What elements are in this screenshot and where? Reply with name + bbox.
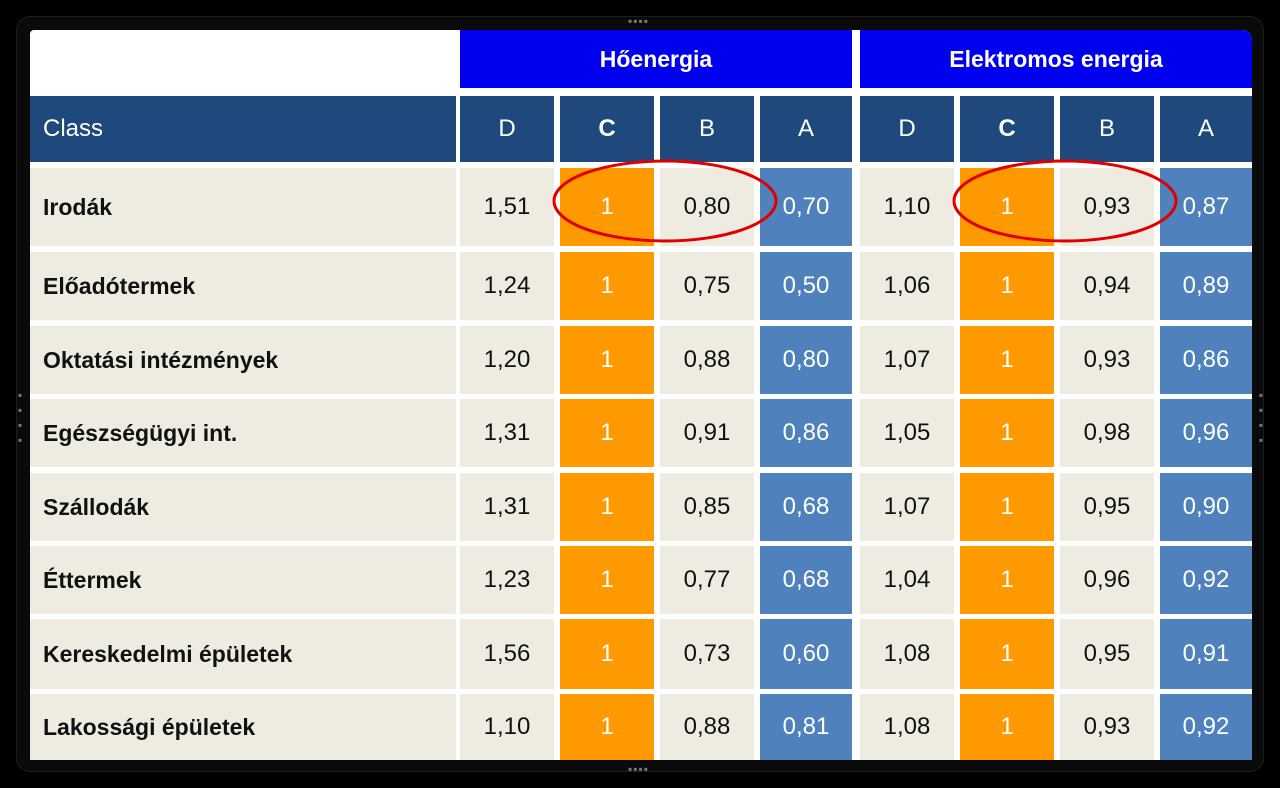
value-cell-c: 1 <box>960 694 1054 760</box>
value-cell-a: 0,90 <box>1160 473 1252 541</box>
value-cell-b: 0,98 <box>1060 399 1154 467</box>
value-cell-b: 0,93 <box>1060 168 1154 246</box>
value-cell-a: 0,92 <box>1160 546 1252 614</box>
value-cell-a: 0,89 <box>1160 252 1252 320</box>
row-label: Oktatási intézmények <box>30 326 456 394</box>
row-label: Éttermek <box>30 546 456 614</box>
row-label: Irodák <box>30 168 456 246</box>
row-label: Lakossági épületek <box>30 694 456 760</box>
value-cell-c: 1 <box>960 619 1054 689</box>
value-cell-c: 1 <box>960 252 1054 320</box>
value-cell-b: 0,85 <box>660 473 754 541</box>
value-cell-c: 1 <box>560 473 654 541</box>
value-cell-b: 0,80 <box>660 168 754 246</box>
column-header-a: A <box>1160 96 1252 162</box>
value-cell-c: 1 <box>960 546 1054 614</box>
value-cell-b: 0,91 <box>660 399 754 467</box>
value-cell-a: 0,80 <box>760 326 852 394</box>
row-label: Egészségügyi int. <box>30 399 456 467</box>
value-cell-d: 1,10 <box>860 168 954 246</box>
value-cell-c: 1 <box>560 168 654 246</box>
value-cell-a: 0,68 <box>760 473 852 541</box>
value-cell-c: 1 <box>960 168 1054 246</box>
column-header-d: D <box>460 96 554 162</box>
value-cell-d: 1,05 <box>860 399 954 467</box>
value-cell-a: 0,92 <box>1160 694 1252 760</box>
value-cell-b: 0,95 <box>1060 619 1154 689</box>
group-header-0: Hőenergia <box>460 30 852 88</box>
column-header-d: D <box>860 96 954 162</box>
value-cell-a: 0,70 <box>760 168 852 246</box>
resize-handle-right[interactable]: ▪▪▪▪ <box>1254 388 1268 448</box>
energy-class-table: Hőenergia Elektromos energia Class D C B A D C B A… <box>30 30 1252 760</box>
column-header-b: B <box>660 96 754 162</box>
resize-handle-top[interactable]: ▪▪▪▪ <box>628 14 650 28</box>
column-header-a: A <box>760 96 852 162</box>
value-cell-b: 0,94 <box>1060 252 1154 320</box>
value-cell-d: 1,08 <box>860 694 954 760</box>
value-cell-b: 0,93 <box>1060 694 1154 760</box>
value-cell-d: 1,08 <box>860 619 954 689</box>
value-cell-a: 0,96 <box>1160 399 1252 467</box>
value-cell-d: 1,31 <box>460 399 554 467</box>
value-cell-d: 1,10 <box>460 694 554 760</box>
value-cell-d: 1,07 <box>860 473 954 541</box>
value-cell-d: 1,07 <box>860 326 954 394</box>
value-cell-d: 1,31 <box>460 473 554 541</box>
value-cell-b: 0,75 <box>660 252 754 320</box>
value-cell-b: 0,95 <box>1060 473 1154 541</box>
value-cell-a: 0,86 <box>1160 326 1252 394</box>
column-header-c: C <box>560 96 654 162</box>
value-cell-c: 1 <box>960 326 1054 394</box>
class-column-header: Class <box>30 96 456 162</box>
resize-handle-left[interactable]: ▪▪▪▪ <box>13 388 27 448</box>
value-cell-d: 1,06 <box>860 252 954 320</box>
value-cell-d: 1,20 <box>460 326 554 394</box>
value-cell-d: 1,51 <box>460 168 554 246</box>
value-cell-a: 0,50 <box>760 252 852 320</box>
value-cell-b: 0,93 <box>1060 326 1154 394</box>
value-cell-b: 0,88 <box>660 694 754 760</box>
value-cell-c: 1 <box>560 326 654 394</box>
value-cell-b: 0,88 <box>660 326 754 394</box>
value-cell-c: 1 <box>560 399 654 467</box>
value-cell-a: 0,86 <box>760 399 852 467</box>
value-cell-a: 0,91 <box>1160 619 1252 689</box>
value-cell-b: 0,73 <box>660 619 754 689</box>
value-cell-a: 0,60 <box>760 619 852 689</box>
column-header-c: C <box>960 96 1054 162</box>
value-cell-a: 0,81 <box>760 694 852 760</box>
column-header-b: B <box>1060 96 1154 162</box>
value-cell-d: 1,24 <box>460 252 554 320</box>
row-label: Előadótermek <box>30 252 456 320</box>
value-cell-c: 1 <box>960 473 1054 541</box>
value-cell-d: 1,23 <box>460 546 554 614</box>
value-cell-c: 1 <box>960 399 1054 467</box>
value-cell-b: 0,96 <box>1060 546 1154 614</box>
resize-handle-bottom[interactable]: ▪▪▪▪ <box>628 762 650 776</box>
value-cell-c: 1 <box>560 694 654 760</box>
value-cell-b: 0,77 <box>660 546 754 614</box>
value-cell-a: 0,87 <box>1160 168 1252 246</box>
value-cell-c: 1 <box>560 619 654 689</box>
value-cell-c: 1 <box>560 252 654 320</box>
row-label: Szállodák <box>30 473 456 541</box>
value-cell-a: 0,68 <box>760 546 852 614</box>
value-cell-c: 1 <box>560 546 654 614</box>
group-header-1: Elektromos energia <box>860 30 1252 88</box>
row-label: Kereskedelmi épületek <box>30 619 456 689</box>
value-cell-d: 1,04 <box>860 546 954 614</box>
value-cell-d: 1,56 <box>460 619 554 689</box>
